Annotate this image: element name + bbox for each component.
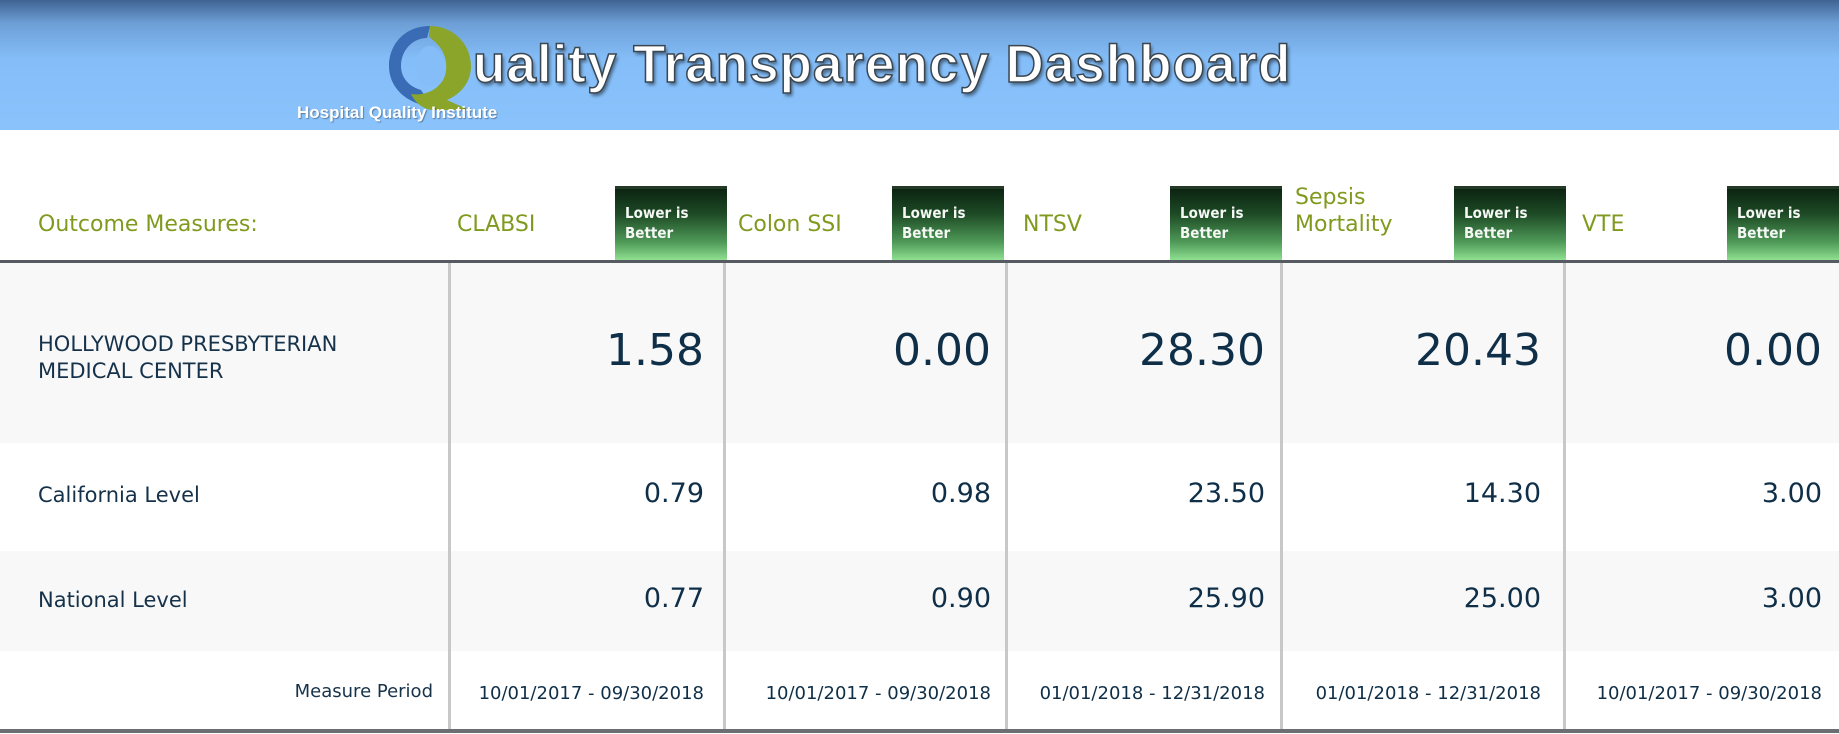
organization-name: Hospital Quality Institute <box>297 103 498 122</box>
colon-ssi-measure-period: 10/01/2017 - 09/30/2018 <box>765 683 991 704</box>
california-clabsi-value: 0.79 <box>643 478 704 509</box>
california-ntsv-value: 23.50 <box>1187 478 1265 509</box>
dashboard-title: uality Transparency Dashboard <box>472 34 1292 95</box>
national-ntsv-value: 25.90 <box>1187 583 1265 614</box>
hospital-ntsv-value: 28.30 <box>1139 325 1265 376</box>
california-level-label: California Level <box>38 483 200 507</box>
national-colon-ssi-value: 0.90 <box>930 583 991 614</box>
hospital-clabsi-value: 1.58 <box>606 325 704 376</box>
measure-name-vte: VTE <box>1582 212 1625 237</box>
lower-is-better-badge: Lower is Better <box>1727 186 1839 260</box>
measure-header-row: Outcome Measures: CLABSI Lower is Better … <box>0 185 1839 263</box>
lower-is-better-badge: Lower is Better <box>615 186 727 260</box>
clabsi-measure-period: 10/01/2017 - 09/30/2018 <box>478 683 704 704</box>
ntsv-measure-period: 01/01/2018 - 12/31/2018 <box>1039 683 1265 704</box>
national-clabsi-value: 0.77 <box>643 583 704 614</box>
table-row-hospital: HOLLYWOOD PRESBYTERIAN MEDICAL CENTER 1.… <box>0 263 1839 443</box>
table-row-national: National Level 0.77 0.90 25.90 25.00 3.0… <box>0 551 1839 651</box>
national-vte-value: 3.00 <box>1761 583 1822 614</box>
hospital-vte-value: 0.00 <box>1724 325 1822 376</box>
measure-name-colon-ssi: Colon SSI <box>738 212 842 237</box>
national-sepsis-mortality-value: 25.00 <box>1463 583 1541 614</box>
column-divider <box>1005 263 1008 732</box>
column-divider <box>723 263 726 732</box>
national-level-label: National Level <box>38 588 188 612</box>
hospital-colon-ssi-value: 0.00 <box>893 325 991 376</box>
measure-name-sepsis-mortality: Sepsis Mortality <box>1295 185 1393 237</box>
column-divider <box>1280 263 1283 732</box>
lower-is-better-badge: Lower is Better <box>1170 186 1282 260</box>
table-row-california: California Level 0.79 0.98 23.50 14.30 3… <box>0 443 1839 551</box>
lower-is-better-badge: Lower is Better <box>892 186 1004 260</box>
vte-measure-period: 10/01/2017 - 09/30/2018 <box>1596 683 1822 704</box>
measure-name-ntsv: NTSV <box>1023 212 1082 237</box>
measure-name-clabsi: CLABSI <box>457 212 536 237</box>
california-sepsis-mortality-value: 14.30 <box>1463 478 1541 509</box>
outcome-measures-label: Outcome Measures: <box>38 212 258 237</box>
column-divider <box>448 263 451 732</box>
measure-period-label: Measure Period <box>294 681 433 702</box>
sepsis-mortality-measure-period: 01/01/2018 - 12/31/2018 <box>1315 683 1541 704</box>
lower-is-better-badge: Lower is Better <box>1454 186 1566 260</box>
california-vte-value: 3.00 <box>1761 478 1822 509</box>
california-colon-ssi-value: 0.98 <box>930 478 991 509</box>
table-bottom-border <box>0 729 1839 733</box>
hospital-name: HOLLYWOOD PRESBYTERIAN MEDICAL CENTER <box>38 332 338 383</box>
hqi-q-logo-icon <box>389 26 471 110</box>
column-divider <box>1563 263 1566 732</box>
hospital-sepsis-mortality-value: 20.43 <box>1415 325 1541 376</box>
dashboard-header: uality Transparency Dashboard Hospital Q… <box>0 0 1839 130</box>
